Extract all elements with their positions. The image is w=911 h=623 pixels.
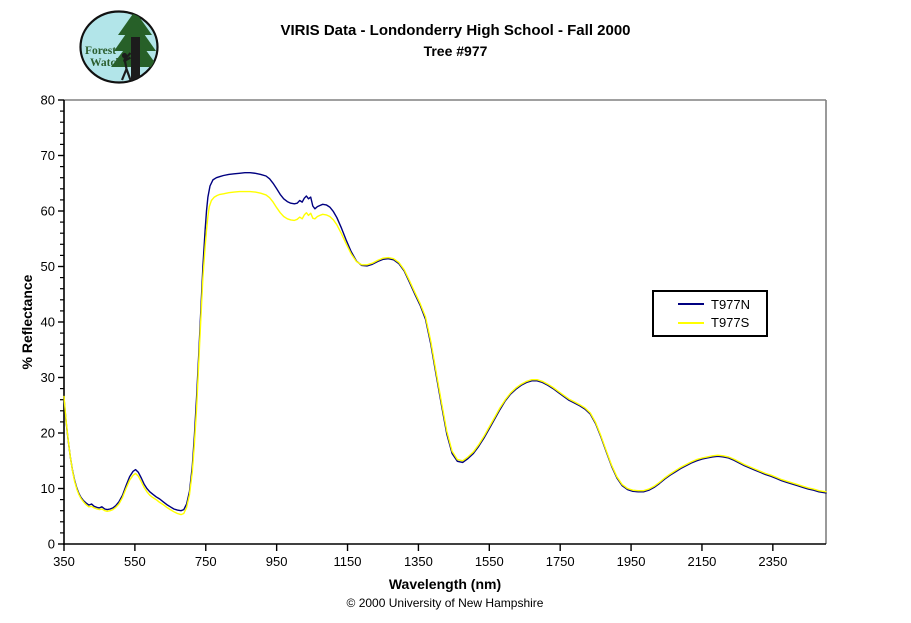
svg-text:Watch: Watch [90,57,123,69]
chart-title-block: VIRIS Data - Londonderry High School - F… [0,21,911,61]
page-title: VIRIS Data - Londonderry High School - F… [280,22,631,39]
y-tick-label: 50 [41,259,55,274]
forest-watch-logo: Forest Watch [79,10,159,84]
legend-label: T977S [711,315,750,331]
legend-item: T977S [654,316,766,329]
y-axis-ticks: 0 10 20 30 40 50 60 70 80 [41,93,64,552]
logo-tree-trunk [131,37,140,83]
y-tick-label: 70 [41,148,55,163]
x-tick-label: 1150 [334,554,362,569]
chart-plot-area: 0 10 20 30 40 50 60 70 80 350 550 750 950 1150 1350 155… [41,93,827,569]
y-tick-label: 60 [41,204,55,219]
x-tick-label: 1350 [404,554,433,569]
y-tick-label: 20 [41,426,55,441]
x-axis-ticks: 350 550 750 950 1150 1350 1550 1750 1950 2150 2350 [53,544,787,569]
legend-label: T977N [711,296,751,312]
logo-text: Forest Watch [85,45,123,69]
t977s-curve [63,190,827,516]
logo-person-icon [120,52,132,81]
x-tick-label: 550 [124,554,146,569]
svg-text:Forest: Forest [85,45,116,57]
x-axis-label: Wavelength (nm) [388,576,502,592]
x-tick-label: 950 [266,554,288,569]
legend-box: T977N T977S [652,290,768,337]
legend-line-sample-t977n [678,303,704,306]
x-tick-label: 750 [195,554,217,569]
y-axis-label: % Reflectance [19,274,35,370]
y-tick-label: 30 [41,370,55,385]
x-tick-label: 1550 [475,554,504,569]
legend-item: T977N [654,298,766,311]
x-tick-label: 2150 [687,554,716,569]
page-subtitle: Tree #977 [423,43,488,59]
y-tick-label: 0 [48,537,55,552]
x-tick-label: 2350 [758,554,787,569]
legend-line-sample-t977s [678,321,704,324]
x-tick-label: 1950 [617,554,646,569]
copyright-text: © 2000 University of New Hampshire [346,596,544,610]
y-tick-label: 10 [41,481,55,496]
x-tick-label: 1750 [546,554,575,569]
y-tick-label: 40 [41,315,55,330]
t977n-curve [63,171,827,512]
x-tick-label: 350 [53,554,75,569]
y-tick-label: 80 [41,93,55,108]
